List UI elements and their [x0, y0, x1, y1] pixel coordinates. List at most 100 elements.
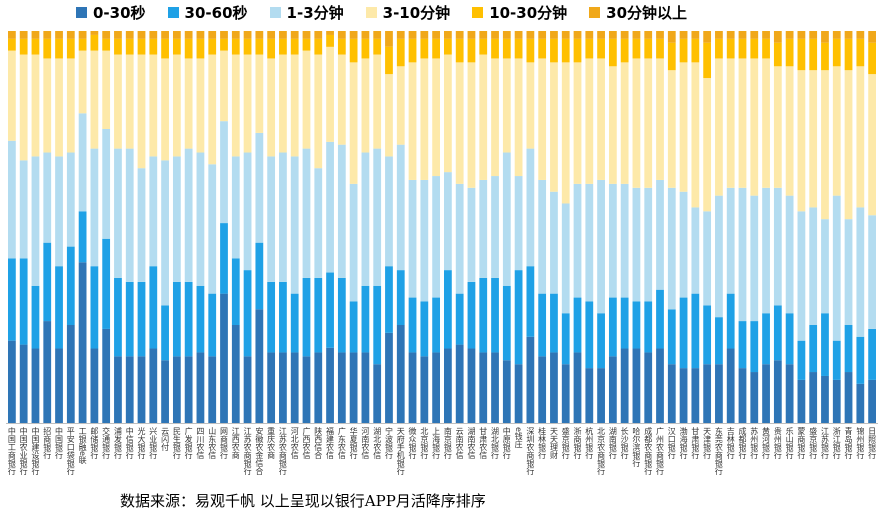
bar-segment — [608, 183, 617, 298]
bar-segment — [608, 356, 617, 423]
category-label: 中原银行 — [502, 426, 511, 460]
bar-segment — [396, 38, 405, 67]
bar-segment — [785, 364, 794, 423]
bar-segment — [526, 148, 535, 267]
bar-segment — [314, 352, 323, 423]
bar-segment — [502, 38, 511, 59]
category-label: 交通银行 — [102, 426, 111, 460]
bar-segment — [337, 54, 346, 145]
category-label: 安徽农金信合 — [255, 426, 264, 476]
category-label: 吉林银行 — [726, 427, 735, 460]
bar-segment — [620, 62, 629, 184]
category-label: 广东农信 — [337, 426, 346, 460]
bar-segment — [750, 321, 759, 373]
bar-segment — [231, 325, 240, 423]
bar-segment — [526, 336, 535, 423]
category-label: 杭州银行 — [585, 426, 594, 460]
bar-segment — [396, 144, 405, 271]
bar-segment — [408, 179, 417, 298]
bar-segment — [691, 31, 700, 39]
bar-segment — [703, 305, 712, 365]
bar-segment — [373, 285, 382, 365]
bar-segment — [455, 31, 464, 39]
category-label: 乐山银行 — [785, 426, 794, 460]
bar-segment — [31, 54, 40, 157]
bar-segment — [738, 31, 747, 39]
category-label: 江苏银行 — [820, 427, 829, 460]
bar-segment — [467, 38, 476, 63]
bar-segment — [184, 31, 193, 39]
category-label: 深圳农商银行 — [526, 427, 535, 476]
bar-segment — [656, 348, 664, 423]
bar-segment — [196, 58, 205, 153]
bar-segment — [479, 277, 488, 353]
bar-segment — [8, 31, 16, 39]
bar-segment — [844, 372, 853, 423]
category-label: 天天理财 — [549, 427, 558, 460]
legend-item: 0-30秒 — [76, 2, 146, 23]
bar-segment — [196, 285, 205, 353]
bar-segment — [125, 356, 134, 423]
bar-segment — [255, 242, 264, 310]
bar-segment — [161, 38, 169, 59]
bar-segment — [90, 148, 99, 267]
legend-swatch — [365, 7, 377, 18]
legend-item: 30-60秒 — [167, 2, 248, 23]
bar-segment — [502, 285, 511, 361]
bar-segment — [267, 281, 276, 353]
bar-segment — [302, 148, 311, 278]
bar-segment — [420, 179, 429, 302]
bar-segment — [585, 301, 594, 369]
category-label: 广州农商银行 — [656, 426, 665, 476]
bar-segment — [856, 38, 865, 67]
bar-segment — [538, 293, 547, 357]
bar-segment — [455, 344, 464, 423]
bar-segment — [573, 38, 582, 63]
bar-segment — [137, 356, 146, 423]
category-label: 哈尔滨银行 — [632, 426, 641, 468]
bar-segment — [715, 58, 723, 196]
bar-segment — [314, 168, 323, 278]
bar-segment — [220, 50, 228, 122]
category-label: 民生银行 — [172, 427, 181, 460]
category-label: 招商银行 — [43, 426, 52, 460]
bar-segment — [279, 152, 287, 282]
bar-segment — [832, 379, 841, 423]
legend-swatch — [76, 7, 87, 18]
bar-segment — [491, 31, 499, 39]
bar-segment — [78, 211, 87, 263]
bar-segment — [55, 266, 63, 349]
bar-segment — [290, 31, 299, 39]
legend-swatch — [472, 7, 484, 18]
bar-segment — [502, 58, 511, 153]
bar-segment — [773, 42, 782, 67]
bar-segment — [750, 372, 759, 423]
category-label: 甘肃农信 — [479, 426, 488, 460]
bar-segment — [797, 211, 806, 341]
bar-segment — [231, 31, 240, 39]
bar-segment — [349, 183, 358, 302]
bar-segment — [703, 211, 712, 306]
bar-segment — [279, 281, 287, 353]
bar-segment — [55, 31, 63, 39]
bar-segment — [773, 31, 782, 43]
bar-segment — [479, 38, 488, 55]
bar-segment — [31, 156, 40, 286]
bar-segment — [856, 336, 865, 384]
legend-label: 30分钟以上 — [606, 4, 688, 22]
bar-segment — [620, 183, 629, 298]
bar-segment — [373, 31, 382, 39]
bar-segment — [585, 31, 594, 39]
category-label: 中国银行 — [55, 426, 64, 460]
category-label: 广发银行 — [184, 426, 193, 460]
bar-segment — [467, 31, 476, 39]
bar-segment — [408, 62, 417, 180]
bar-segment — [149, 266, 158, 349]
bar-segment — [750, 58, 759, 196]
category-label: 中国工商银行 — [7, 426, 16, 476]
category-label: 黄河银行 — [762, 426, 771, 460]
bar-segment — [349, 31, 358, 39]
bar-segment — [420, 356, 429, 423]
bar-segment — [172, 156, 181, 282]
bar-segment — [726, 38, 735, 59]
